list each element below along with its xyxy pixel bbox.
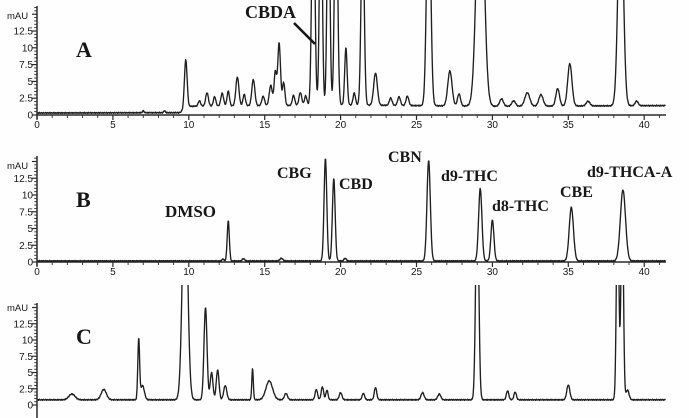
ytick-label: 2.5 — [19, 241, 33, 252]
y-axis-unit-label: mAU — [7, 161, 28, 172]
annotation-label-cbe: CBE — [560, 184, 593, 201]
ytick-label: 0 — [27, 401, 33, 412]
y-axis-unit-label: mAU — [7, 303, 28, 314]
ytick-label: 2.5 — [19, 94, 33, 105]
xtick-label: 20 — [335, 267, 347, 278]
panel-letter-c: C — [76, 324, 92, 349]
xtick-label: 5 — [110, 120, 116, 131]
annotation-label-d9-thc: d9-THC — [441, 168, 498, 185]
xtick-label: 0 — [34, 267, 40, 278]
ytick-label: 10 — [22, 336, 34, 347]
annotation-label-cbda: CBDA — [245, 2, 296, 22]
chromatogram-trace — [37, 0, 666, 115]
xtick-label: 35 — [563, 120, 575, 131]
xtick-label: 10 — [183, 120, 195, 131]
xtick-label: 20 — [335, 120, 347, 131]
xtick-label: 25 — [411, 267, 423, 278]
xtick-label: 0 — [34, 120, 40, 131]
xtick-label: 25 — [411, 120, 423, 131]
ytick-label: 5 — [27, 368, 33, 379]
xtick-label: 5 — [110, 267, 116, 278]
chromatogram-panel-a: 0 2.5 5 7.5 10 12.5 mAU 0 5 10 15 20 25 30 35 40 A CBDA — [7, 0, 666, 131]
ytick-label: 7.5 — [19, 60, 33, 71]
chromatogram-trace — [37, 285, 666, 402]
ytick-label: 5 — [27, 224, 33, 235]
xtick-label: 35 — [563, 267, 575, 278]
panel-letter-a: A — [76, 37, 92, 62]
ytick-label: 2.5 — [19, 384, 33, 395]
chromatogram-panel-c: 0 2.5 5 7.5 10 12.5 mAU C — [7, 285, 666, 418]
ytick-label: 12.5 — [14, 27, 34, 38]
annotation-label-cbg: CBG — [277, 165, 312, 182]
chromatogram-trace — [37, 158, 666, 263]
xtick-label: 40 — [639, 267, 651, 278]
ytick-label: 7.5 — [19, 352, 33, 363]
xtick-label: 30 — [487, 120, 499, 131]
xtick-label: 15 — [259, 267, 271, 278]
y-axis-unit-label: mAU — [7, 11, 28, 22]
ytick-label: 0 — [27, 111, 33, 122]
chromatogram-panel-b: 0 2.5 5 7.5 10 12.5 mAU 0 5 10 15 20 25 30 35 40 B DMSO CB… — [7, 149, 673, 278]
annotation-label-d9-thca-a: d9-THCA-A — [587, 164, 673, 181]
annotation-pointer-line — [293, 22, 316, 45]
panel-letter-b: B — [76, 187, 91, 212]
xtick-label: 30 — [487, 267, 499, 278]
xtick-label: 10 — [183, 267, 195, 278]
xtick-label: 40 — [639, 120, 651, 131]
ytick-label: 7.5 — [19, 207, 33, 218]
annotation-label-d8-thc: d8-THC — [492, 198, 549, 215]
xtick-label: 15 — [259, 120, 271, 131]
ytick-label: 12.5 — [14, 174, 34, 185]
ytick-label: 5 — [27, 77, 33, 88]
annotation-label-cbn: CBN — [388, 149, 422, 166]
ytick-label: 10 — [22, 191, 34, 202]
annotation-label-cbd: CBD — [339, 176, 373, 193]
ytick-label: 0 — [27, 258, 33, 269]
annotation-label-dmso: DMSO — [165, 202, 216, 221]
ytick-label: 10 — [22, 43, 34, 54]
ytick-label: 12.5 — [14, 319, 34, 330]
